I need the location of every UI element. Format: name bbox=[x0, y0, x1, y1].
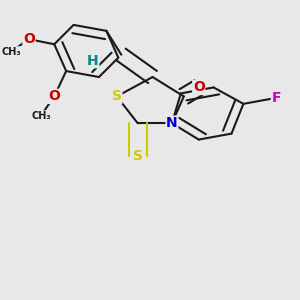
Text: S: S bbox=[133, 149, 143, 163]
Text: O: O bbox=[193, 80, 205, 94]
Text: N: N bbox=[166, 116, 178, 130]
Text: S: S bbox=[112, 89, 122, 103]
Text: O: O bbox=[48, 89, 60, 103]
Text: CH₃: CH₃ bbox=[31, 111, 51, 121]
Text: CH₃: CH₃ bbox=[1, 47, 21, 57]
Text: H: H bbox=[87, 54, 99, 68]
Text: O: O bbox=[23, 32, 35, 46]
Text: F: F bbox=[272, 91, 281, 105]
